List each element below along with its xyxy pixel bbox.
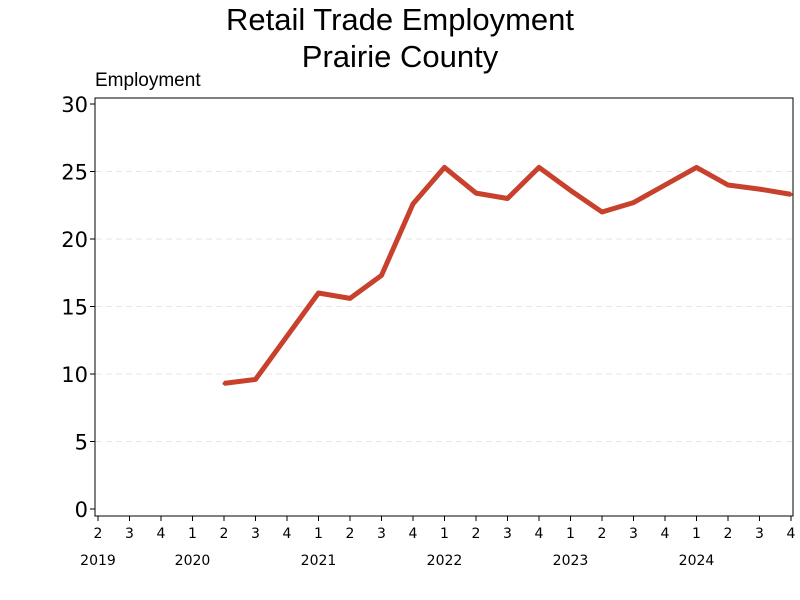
x-tick-label: 2 (220, 526, 229, 542)
chart-title-line-1: Retail Trade Employment (226, 2, 574, 37)
y-tick-label: 30 (61, 93, 88, 117)
grid-lines (96, 171, 792, 442)
chart-title-line-2: Prairie County (302, 39, 499, 74)
x-tick-label: 3 (125, 526, 134, 542)
y-tick-label: 5 (75, 431, 88, 455)
year-labels: 2019 2020 2021 2022 2023 2024 (80, 553, 714, 569)
y-tick-label: 0 (75, 498, 88, 522)
year-label: 2022 (427, 553, 463, 569)
data-point (285, 334, 289, 338)
year-label: 2023 (553, 553, 589, 569)
x-tick-label: 1 (440, 526, 449, 542)
x-tick-label: 2 (598, 526, 607, 542)
y-tick-label: 20 (61, 228, 88, 252)
x-tick-label: 4 (535, 526, 544, 542)
data-point (789, 192, 793, 196)
y-axis-ticks: 0 5 10 15 20 25 30 (61, 93, 95, 522)
data-point (758, 187, 761, 191)
data-point (254, 377, 257, 381)
data-point (317, 291, 320, 295)
data-point (474, 191, 478, 195)
data-point (695, 165, 698, 169)
x-tick-label: 4 (787, 526, 796, 542)
y-tick-label: 25 (61, 161, 88, 185)
data-point (632, 201, 635, 205)
x-tick-label: 1 (314, 526, 323, 542)
data-point (569, 188, 572, 192)
data-point (663, 183, 667, 187)
year-label: 2020 (175, 553, 211, 569)
year-label: 2024 (679, 553, 715, 569)
x-tick-label: 2 (724, 526, 733, 542)
data-point (506, 197, 509, 200)
x-tick-label: 3 (503, 526, 512, 542)
x-tick-label: 2 (472, 526, 481, 542)
x-tick-label: 4 (157, 526, 166, 542)
data-point (537, 165, 541, 169)
x-tick-label: 4 (409, 526, 418, 542)
data-point (726, 183, 730, 187)
data-point (222, 381, 226, 385)
x-tick-label: 3 (377, 526, 386, 542)
data-point (443, 165, 446, 169)
year-label: 2021 (301, 553, 337, 569)
y-tick-label: 10 (61, 363, 88, 387)
x-tick-label: 4 (283, 526, 292, 542)
data-point (411, 202, 415, 206)
x-tick-label: 3 (629, 526, 638, 542)
x-tick-label: 3 (251, 526, 260, 542)
year-label: 2019 (80, 553, 116, 569)
x-tick-label: 1 (188, 526, 197, 542)
x-tick-label: 2 (94, 526, 103, 542)
series-layer (222, 164, 793, 386)
x-tick-label: 1 (692, 526, 701, 542)
data-point (600, 210, 604, 214)
x-tick-label: 4 (661, 526, 670, 542)
x-axis-ticks: 2 3 4 1 2 3 4 1 2 3 4 1 2 3 4 1 2 3 4 1 2 3 4 (94, 516, 796, 542)
data-point (380, 273, 383, 277)
x-tick-label: 2 (346, 526, 355, 542)
y-tick-label: 15 (61, 296, 88, 320)
data-point (348, 296, 352, 300)
x-tick-label: 1 (566, 526, 575, 542)
y-axis-label: Employment (95, 70, 201, 91)
x-tick-label: 3 (755, 526, 764, 542)
